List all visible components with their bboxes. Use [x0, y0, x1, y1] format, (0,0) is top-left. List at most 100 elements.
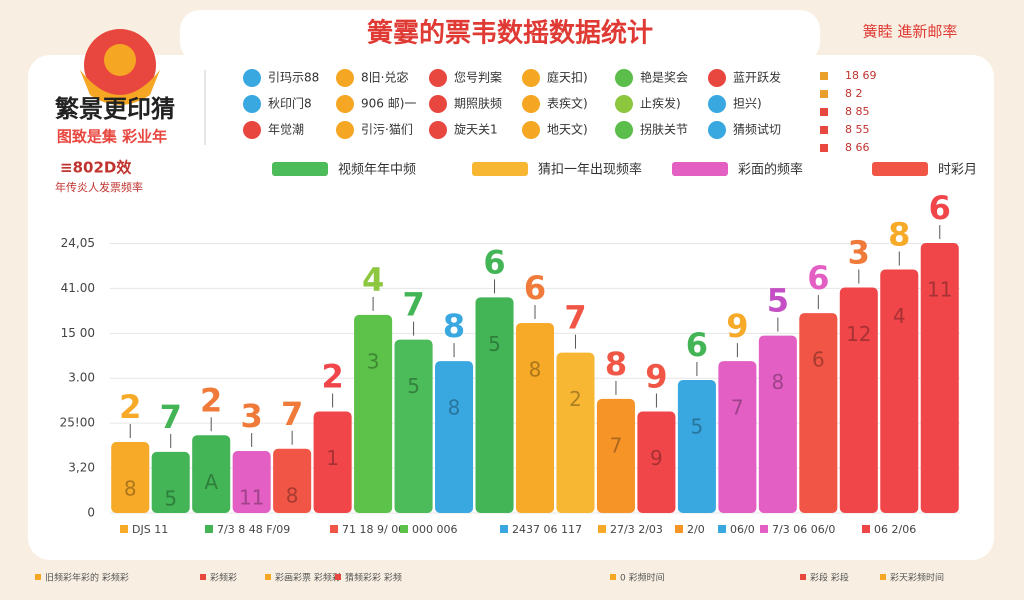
bar-inner-label: 5	[407, 374, 420, 398]
footer-swatch	[265, 574, 271, 580]
legend-label: 引玛示88	[268, 71, 319, 85]
bar-inner-label: 5	[164, 486, 177, 510]
bar-top-label: 3	[241, 397, 263, 435]
bar	[677, 380, 716, 513]
bar-inner-label: 6	[812, 348, 825, 372]
bar	[435, 361, 474, 513]
x-label-swatch	[120, 525, 128, 533]
bar-top-label: 6	[524, 269, 546, 307]
bar	[920, 243, 959, 514]
legend-label: 拐肤关节	[640, 122, 688, 137]
bar-top-label: 5	[767, 282, 789, 320]
footer-text: 猜频彩彩 彩频	[345, 572, 402, 584]
legend-swatch	[429, 121, 447, 139]
bar-inner-label: 5	[691, 415, 704, 439]
legend-label: 引污·猫们	[361, 122, 413, 137]
legend-label: 止疾发)	[640, 96, 681, 111]
bar-inner-label: 1	[326, 446, 339, 470]
side-subtitle: 年传炎人发票频率	[55, 180, 143, 194]
footer-swatch	[200, 574, 206, 580]
legend-label: 艳是奖会	[640, 70, 688, 85]
series-swatch	[872, 162, 928, 176]
bar-top-label: 2	[119, 388, 141, 426]
legend-label: 担兴)	[733, 97, 762, 111]
bar-top-label: 7	[160, 398, 182, 436]
legend-label: 旋天关1	[454, 123, 498, 137]
x-label: 71 18 9/ 00	[342, 523, 405, 536]
x-label-swatch	[760, 525, 768, 533]
legend-swatch	[708, 69, 726, 87]
legend-swatch	[243, 69, 261, 87]
bar-top-label: 8	[605, 345, 627, 383]
x-label: DJS 11	[132, 523, 168, 536]
side-label: 8 55	[845, 123, 870, 136]
series-swatch	[472, 162, 528, 176]
x-label: 06/0	[730, 523, 755, 536]
footer-swatch	[880, 574, 886, 580]
bar-top-label: 6	[483, 243, 505, 281]
bar-inner-label: 12	[846, 322, 871, 346]
logo	[80, 29, 160, 105]
bar	[394, 339, 433, 513]
legend-swatch	[522, 69, 540, 87]
side-label: 8 2	[845, 87, 863, 100]
x-label-swatch	[675, 525, 683, 533]
x-label-swatch	[862, 525, 870, 533]
chart-title: 簧霎的票韦数摇数据统计	[367, 18, 653, 49]
footer-swatch	[35, 574, 41, 580]
footer-text: 彩段 彩段	[810, 572, 849, 584]
legend-swatch	[708, 121, 726, 139]
bar-top-label: 8	[443, 307, 465, 345]
side-swatch	[820, 126, 828, 134]
bar	[556, 352, 595, 513]
series-label: 视频年年中频	[338, 163, 416, 178]
footer-text: 0 彩频时间	[620, 572, 665, 584]
logo-subtitle: 图致是集 彩业年	[57, 128, 167, 146]
bar-top-label: 2	[200, 381, 222, 419]
bar-top-label: 9	[726, 307, 748, 345]
bar	[515, 322, 555, 513]
bar-inner-label: 8	[448, 396, 461, 420]
x-label-swatch	[598, 525, 606, 533]
bar-inner-label: 5	[488, 332, 501, 356]
bar-inner-label: A	[204, 470, 218, 494]
bar-top-label: 3	[848, 234, 870, 272]
x-label: 000 006	[412, 523, 458, 536]
bar	[799, 313, 838, 513]
legend-swatch	[336, 121, 354, 139]
bar-top-label: 7	[402, 286, 424, 324]
x-label: 2437 06 117	[512, 523, 582, 536]
legend-label: 年觉潮	[268, 122, 304, 137]
legend-swatch	[615, 121, 633, 139]
logo-inner	[104, 44, 136, 76]
legend-label: 蓝开跃发	[733, 70, 781, 85]
bar-inner-label: 8	[286, 483, 299, 507]
legend-label: 8旧·兑宓	[361, 70, 408, 85]
legend-label: 期照肤频	[454, 96, 502, 111]
side-swatch	[820, 90, 828, 98]
legend-label: 秋印门8	[268, 96, 312, 111]
x-label-swatch	[330, 525, 338, 533]
legend-swatch	[615, 69, 633, 87]
y-tick-label: 15 00	[61, 326, 95, 340]
bar-inner-label: 7	[610, 433, 623, 457]
bar	[354, 314, 393, 513]
bar-top-label: 9	[645, 357, 667, 395]
footer-text: 旧频彩年彩的 彩频彩	[45, 572, 129, 584]
legend-swatch	[243, 121, 261, 139]
side-label: 8 85	[845, 105, 870, 118]
y-tick-label: 24,05	[61, 236, 95, 250]
x-label: 06 2/06	[874, 523, 916, 536]
legend-swatch	[429, 95, 447, 113]
footer-text: 彩频彩	[210, 572, 237, 584]
bar	[839, 287, 878, 513]
bar-inner-label: 7	[731, 396, 744, 420]
bar	[718, 361, 757, 513]
legend-swatch	[336, 95, 354, 113]
series-swatch	[272, 162, 328, 176]
bar-inner-label: 3	[367, 349, 380, 373]
bar-inner-label: 9	[650, 446, 663, 470]
bar	[475, 297, 514, 513]
legend-swatch	[336, 69, 354, 87]
